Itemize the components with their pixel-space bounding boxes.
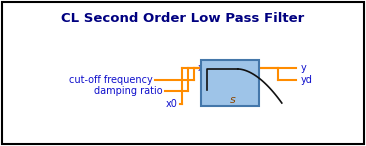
Text: x0: x0	[166, 99, 178, 109]
Text: CL Second Order Low Pass Filter: CL Second Order Low Pass Filter	[61, 12, 305, 25]
Text: yd: yd	[301, 75, 313, 85]
Text: s: s	[230, 95, 236, 105]
Text: cut-off frequency: cut-off frequency	[69, 75, 153, 85]
Text: damping ratio: damping ratio	[94, 86, 163, 96]
FancyBboxPatch shape	[201, 60, 259, 106]
Text: y: y	[301, 63, 307, 73]
Text: x: x	[197, 63, 203, 73]
